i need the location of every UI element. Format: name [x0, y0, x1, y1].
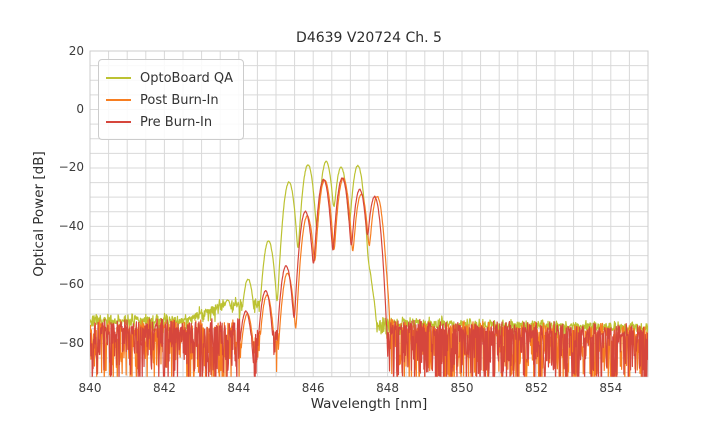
legend-label: Pre Burn-In [140, 114, 213, 130]
y-tick-label: −60 [58, 277, 84, 292]
axes-frame [89, 50, 649, 378]
legend-line-sample [106, 99, 131, 101]
y-tick-label: −80 [58, 335, 84, 350]
y-tick-label: −40 [58, 218, 84, 233]
x-tick-label: 846 [301, 381, 325, 395]
legend-item-post-burn-in: Post Burn-In [106, 89, 234, 111]
x-tick-label: 844 [227, 381, 251, 395]
x-tick-label: 848 [376, 381, 400, 395]
legend-line-sample [106, 77, 131, 79]
legend: OptoBoard QA Post Burn-In Pre Burn-In [98, 59, 244, 140]
x-tick-label: 840 [78, 381, 102, 395]
legend-item-pre-burn-in: Pre Burn-In [106, 111, 234, 133]
y-tick-label: 20 [68, 43, 84, 58]
y-tick-label: 0 [76, 101, 84, 116]
x-axis-label: Wavelength [nm] [310, 396, 428, 412]
y-tick-label: −20 [58, 160, 84, 175]
series-curve-pre-burn-in [90, 177, 648, 377]
x-tick-label: 842 [152, 381, 176, 395]
legend-label: Post Burn-In [140, 92, 219, 108]
spectra-curves [90, 160, 648, 377]
legend-line-sample [106, 121, 131, 123]
x-tick-label: 854 [599, 381, 623, 395]
x-tick-label: 850 [450, 381, 474, 395]
x-tick-label: 852 [524, 381, 548, 395]
legend-label: OptoBoard QA [140, 70, 233, 86]
chart-title: D4639 V20724 Ch. 5 [296, 30, 442, 46]
legend-item-optoboard-qa: OptoBoard QA [106, 67, 234, 89]
